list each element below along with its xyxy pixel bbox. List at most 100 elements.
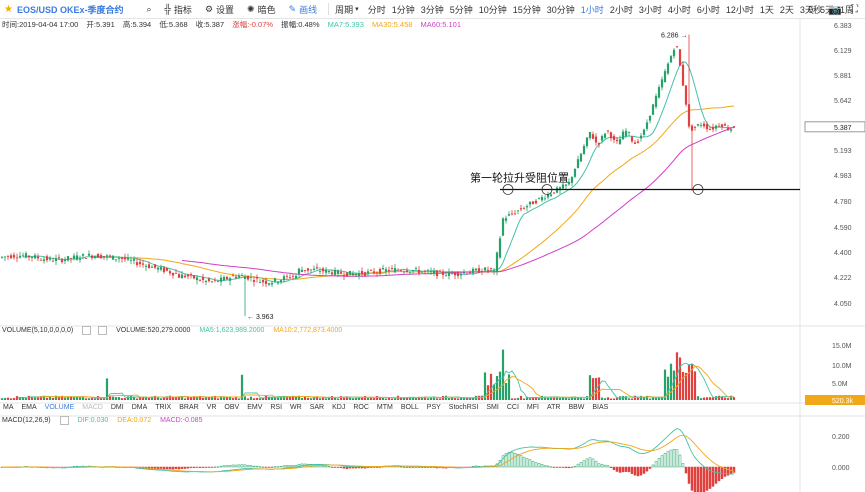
indicator-tab-sar[interactable]: SAR	[309, 404, 325, 411]
timeframe-4[interactable]: 10分钟	[478, 4, 507, 15]
indicator-tab-bbw[interactable]: BBW	[568, 404, 585, 411]
fullscreen-icon[interactable]: ⛶	[851, 3, 858, 15]
draw-button[interactable]: ✎ 画线	[289, 3, 318, 16]
indicator-tab-rsi[interactable]: RSI	[270, 404, 283, 411]
checkbox-icon[interactable]	[98, 326, 108, 335]
indicator-tab-mfi[interactable]: MFI	[526, 404, 539, 411]
indicator-tab-wr[interactable]: WR	[290, 404, 302, 411]
candle	[396, 268, 400, 271]
timeframe-13[interactable]: 1天	[759, 4, 774, 15]
indicator-tab-trix[interactable]: TRIX	[155, 404, 172, 411]
indicator-tab-smi[interactable]: SMI	[486, 404, 499, 411]
macd-value: MACD:-0.085	[160, 417, 203, 425]
symbol-selector[interactable]: ★ EOS/USD OKEx-季度合约	[4, 3, 123, 16]
indicator-tab-volume[interactable]: VOLUME	[44, 404, 75, 411]
candle-body	[300, 269, 304, 272]
timeframe-7[interactable]: 1小时	[580, 4, 604, 15]
timeframe-17[interactable]: 1周	[839, 4, 854, 15]
volume-bar	[300, 398, 304, 400]
timeframe-6[interactable]: 30分钟	[546, 4, 575, 15]
timeframe-9[interactable]: 3小时	[638, 4, 662, 15]
candle	[309, 269, 313, 274]
candle-body	[168, 271, 172, 274]
indicator-tab-macd[interactable]: MACD	[82, 404, 103, 411]
candle-body	[135, 262, 139, 266]
timeframe-16[interactable]: 5天	[819, 4, 834, 15]
timeframe-1[interactable]: 1分钟	[391, 4, 415, 15]
indicator-tab-ma[interactable]: MA	[3, 404, 14, 411]
indicator-tab-roc[interactable]: ROC	[353, 404, 369, 411]
indicator-tab-atr[interactable]: ATR	[546, 404, 561, 411]
candle	[216, 280, 220, 283]
camera-icon[interactable]: 📷	[828, 3, 842, 16]
candle	[456, 271, 460, 279]
volume-bar	[390, 398, 394, 400]
volume-bar	[402, 397, 406, 400]
candle	[345, 272, 349, 278]
indicator-tab-ema[interactable]: EMA	[21, 404, 37, 411]
indicator-tab-cci[interactable]: CCI	[506, 404, 519, 411]
candle-body	[696, 124, 700, 126]
checkbox-icon[interactable]	[82, 326, 92, 335]
indicator-tab-kdj[interactable]: KDJ	[332, 404, 346, 411]
timeframe-15[interactable]: 3天	[799, 4, 814, 15]
macd-bar	[699, 466, 703, 492]
checkbox-icon[interactable]	[59, 416, 69, 425]
macd-bar	[219, 465, 223, 468]
macd-bar	[162, 466, 166, 470]
timeframe-12[interactable]: 12小时	[725, 4, 754, 15]
timeframe-14[interactable]: 2天	[779, 4, 794, 15]
indicators-button[interactable]: ╬ 指标	[165, 3, 192, 16]
volume-bar	[108, 396, 112, 400]
timeframe-11[interactable]: 6小时	[696, 4, 720, 15]
macd-bar	[228, 465, 232, 468]
indicator-tab-dma[interactable]: DMA	[131, 404, 148, 411]
settings-button[interactable]: ⚙ 设置	[205, 3, 234, 16]
candle	[129, 256, 133, 265]
candle-body	[360, 271, 364, 275]
timeframe-0[interactable]: 分时	[367, 4, 386, 15]
candle-body	[483, 267, 487, 271]
symbol-label: EOS/USD OKEx-季度合约	[16, 4, 124, 15]
macd-bar	[549, 466, 553, 468]
indicator-tab-mtm[interactable]: MTM	[376, 404, 393, 411]
timeframe-8[interactable]: 2小时	[609, 4, 633, 15]
macd-bar	[297, 463, 301, 468]
indicator-tab-vr[interactable]: VR	[206, 404, 217, 411]
candle	[162, 266, 166, 274]
indicator-tab-brar[interactable]: BRAR	[179, 404, 199, 411]
candle-body	[60, 259, 64, 263]
volume-bar	[729, 395, 733, 400]
theme-button[interactable]: ✺ 暗色	[247, 3, 276, 16]
candle	[447, 268, 451, 280]
candle	[696, 123, 700, 127]
macd-bar	[231, 464, 235, 468]
candle-body	[285, 275, 289, 277]
candle-body	[585, 137, 589, 147]
volume-bar	[192, 396, 196, 400]
timeframe-3[interactable]: 5分钟	[449, 4, 473, 15]
indicator-tab-dmi[interactable]: DMI	[110, 404, 124, 411]
current-volume-box	[805, 395, 865, 405]
volume-bar	[492, 384, 496, 400]
candle	[321, 266, 325, 275]
candle	[225, 275, 229, 281]
star-icon[interactable]: ★	[4, 3, 13, 15]
indicator-tab-emv[interactable]: EMV	[247, 404, 263, 411]
timeframe-2[interactable]: 3分钟	[420, 4, 444, 15]
indicator-tab-psy[interactable]: PSY	[426, 404, 441, 411]
volume-bar	[459, 397, 463, 400]
volume-bar	[261, 397, 265, 400]
candle-body	[693, 126, 697, 128]
candle-body	[411, 270, 415, 272]
indicator-tab-bias[interactable]: BIAS	[592, 404, 609, 411]
indicator-tab-obv[interactable]: OBV	[224, 404, 240, 411]
search-button[interactable]: ⌕	[146, 4, 151, 15]
indicator-tab-boll[interactable]: BOLL	[400, 404, 419, 411]
indicator-tab-stochrsi[interactable]: StochRSI	[448, 404, 479, 411]
timeframe-10[interactable]: 4小时	[667, 4, 691, 15]
period-dropdown[interactable]: 周期 ▾	[335, 3, 359, 16]
candle-body	[252, 280, 256, 282]
timeframe-5[interactable]: 15分钟	[512, 4, 541, 15]
